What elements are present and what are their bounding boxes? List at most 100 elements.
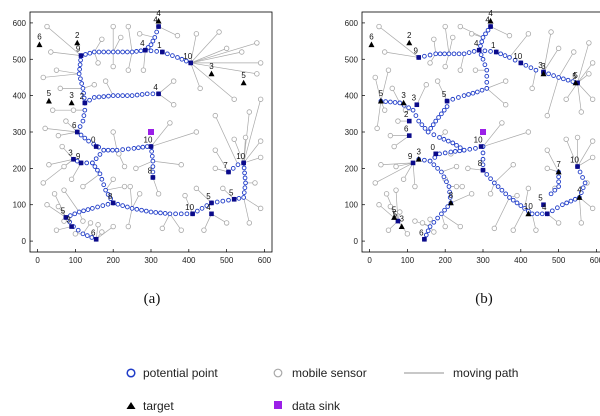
moving-path	[380, 162, 414, 166]
potential-point	[110, 147, 115, 153]
potential-point	[75, 227, 81, 233]
moving-path	[63, 189, 80, 213]
mobile-sensor	[442, 129, 448, 135]
moving-path	[482, 131, 529, 147]
mobile-sensor	[510, 227, 516, 233]
potential-point	[183, 58, 189, 64]
potential-point	[82, 107, 88, 113]
potential-point	[529, 211, 535, 217]
mobile-sensor	[434, 78, 441, 84]
mobile-sensor	[589, 96, 596, 102]
potential-point	[410, 107, 416, 113]
mobile-sensor	[246, 220, 253, 226]
moving-path	[50, 51, 82, 56]
mobile-sensor	[381, 49, 388, 55]
mobile-sensor	[55, 203, 62, 210]
potential-point	[150, 169, 156, 175]
potential-point	[194, 208, 200, 214]
point-label: 4	[542, 203, 547, 212]
moving-path	[190, 62, 257, 75]
potential-point	[148, 209, 154, 215]
potential-point	[502, 53, 508, 58]
potential-point	[433, 118, 439, 124]
sensor-at-point	[156, 91, 161, 97]
moving-path	[162, 213, 171, 229]
point-label: 10	[474, 136, 483, 145]
mobile-sensor	[231, 136, 237, 142]
mobile-sensor	[170, 102, 177, 108]
mobile-sensor	[555, 45, 562, 52]
mobile-sensor	[95, 60, 101, 66]
mobile-sensor	[46, 162, 52, 168]
potential-point	[154, 49, 160, 54]
potential-point	[439, 211, 444, 217]
mobile-sensor	[57, 85, 63, 92]
potential-point	[523, 62, 529, 68]
legend-target-marker	[126, 402, 136, 409]
potential-point	[125, 93, 130, 98]
y-tick-label: 500	[13, 55, 27, 64]
mobile-sensor	[412, 183, 418, 190]
sensor-at-point	[226, 169, 231, 175]
target-label: 6	[369, 33, 374, 42]
point-label: 3	[66, 216, 71, 225]
target	[36, 41, 43, 48]
mobile-sensor	[252, 180, 258, 186]
potential-point	[484, 67, 490, 73]
potential-point	[556, 179, 561, 185]
moving-path	[43, 73, 80, 78]
potential-point	[97, 152, 103, 157]
y-tick-label: 200	[345, 164, 359, 173]
point-label: 6	[404, 125, 409, 134]
potential-point	[485, 27, 491, 33]
moving-path	[412, 162, 416, 187]
potential-point	[450, 140, 456, 146]
mobile-sensor	[423, 82, 429, 88]
potential-point	[101, 147, 107, 153]
potential-point	[488, 49, 493, 54]
moving-path	[531, 70, 537, 89]
potential-point	[125, 146, 131, 152]
legend-potential-point: potential point	[143, 366, 218, 380]
mobile-sensor	[391, 143, 397, 150]
potential-point	[484, 73, 490, 79]
point-label: 4	[153, 16, 158, 25]
potential-point	[427, 158, 433, 164]
potential-point	[556, 174, 561, 180]
target	[447, 199, 454, 206]
sensor-at-point	[406, 133, 412, 138]
potential-point	[406, 105, 411, 111]
potential-point	[488, 176, 493, 182]
potential-point	[450, 96, 456, 102]
mobile-sensor	[533, 227, 539, 233]
potential-point	[560, 202, 565, 208]
moving-path	[169, 213, 182, 231]
moving-path	[577, 42, 590, 84]
sensor-at-point	[93, 144, 99, 149]
potential-point	[422, 53, 427, 59]
y-tick-label: 600	[13, 19, 27, 28]
moving-path	[56, 69, 80, 75]
mobile-sensor	[450, 34, 456, 41]
potential-point	[87, 97, 92, 103]
moving-path	[190, 33, 197, 63]
potential-point	[148, 48, 154, 54]
mobile-sensor	[393, 187, 399, 193]
point-label: 1	[491, 41, 496, 50]
target	[398, 223, 405, 229]
data-sink	[480, 129, 486, 135]
mobile-sensor	[257, 96, 264, 102]
mobile-sensor	[125, 67, 132, 73]
potential-point	[101, 49, 107, 55]
potential-point	[437, 135, 442, 140]
potential-point	[139, 92, 145, 97]
moving-path	[95, 226, 114, 240]
mobile-sensor	[110, 23, 116, 30]
target	[487, 17, 494, 24]
potential-point	[539, 211, 545, 217]
target-label: 2	[75, 31, 80, 40]
mobile-sensor	[586, 71, 592, 77]
mobile-sensor	[525, 129, 532, 135]
moving-path	[450, 193, 472, 204]
moving-path	[127, 208, 133, 227]
